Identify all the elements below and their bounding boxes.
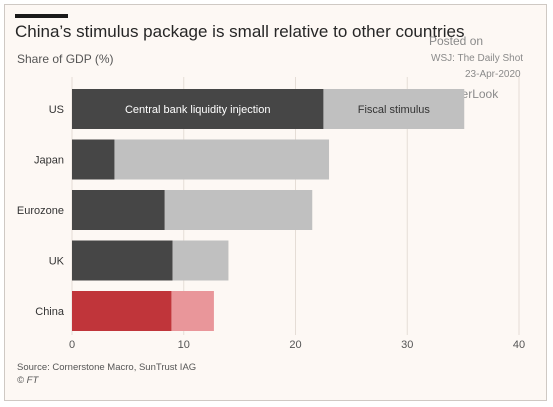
series-label-central-bank: Central bank liquidity injection [125,104,271,116]
copyright-note: © FT [17,375,39,386]
bar-eurozone-central-bank [72,190,165,230]
category-label-eurozone: Eurozone [17,205,64,217]
category-label-japan: Japan [34,155,64,167]
watermark-posted-on: Posted on [429,34,484,48]
watermark-source: WSJ: The Daily Shot [431,53,524,64]
x-tick-label-30: 30 [401,339,413,351]
x-tick-label-0: 0 [69,339,75,351]
series-label-fiscal: Fiscal stimulus [358,104,431,116]
chart-title: China’s stimulus package is small relati… [15,22,465,41]
source-note: Source: Cornerstone Macro, SunTrust IAG [17,362,197,373]
category-label-us: US [49,104,64,116]
bar-japan-central-bank [72,139,115,180]
bar-uk-fiscal [172,240,229,281]
bar-uk-central-bank [72,240,173,281]
category-label-uk: UK [49,256,65,268]
bar-eurozone-fiscal [164,190,313,230]
title-accent-bar [15,14,68,18]
bar-us-central-bank [72,89,324,129]
bar-china-fiscal [171,291,214,331]
chart-subtitle: Share of GDP (%) [17,52,114,66]
bar-japan-fiscal [114,139,330,180]
watermark-date: 23-Apr-2020 [465,69,521,80]
x-tick-label-10: 10 [178,339,190,351]
category-label-china: China [35,306,65,318]
bar-us-fiscal [323,89,465,129]
x-tick-label-20: 20 [289,339,301,351]
x-tick-label-40: 40 [513,339,525,351]
bar-china-central-bank [72,291,172,331]
